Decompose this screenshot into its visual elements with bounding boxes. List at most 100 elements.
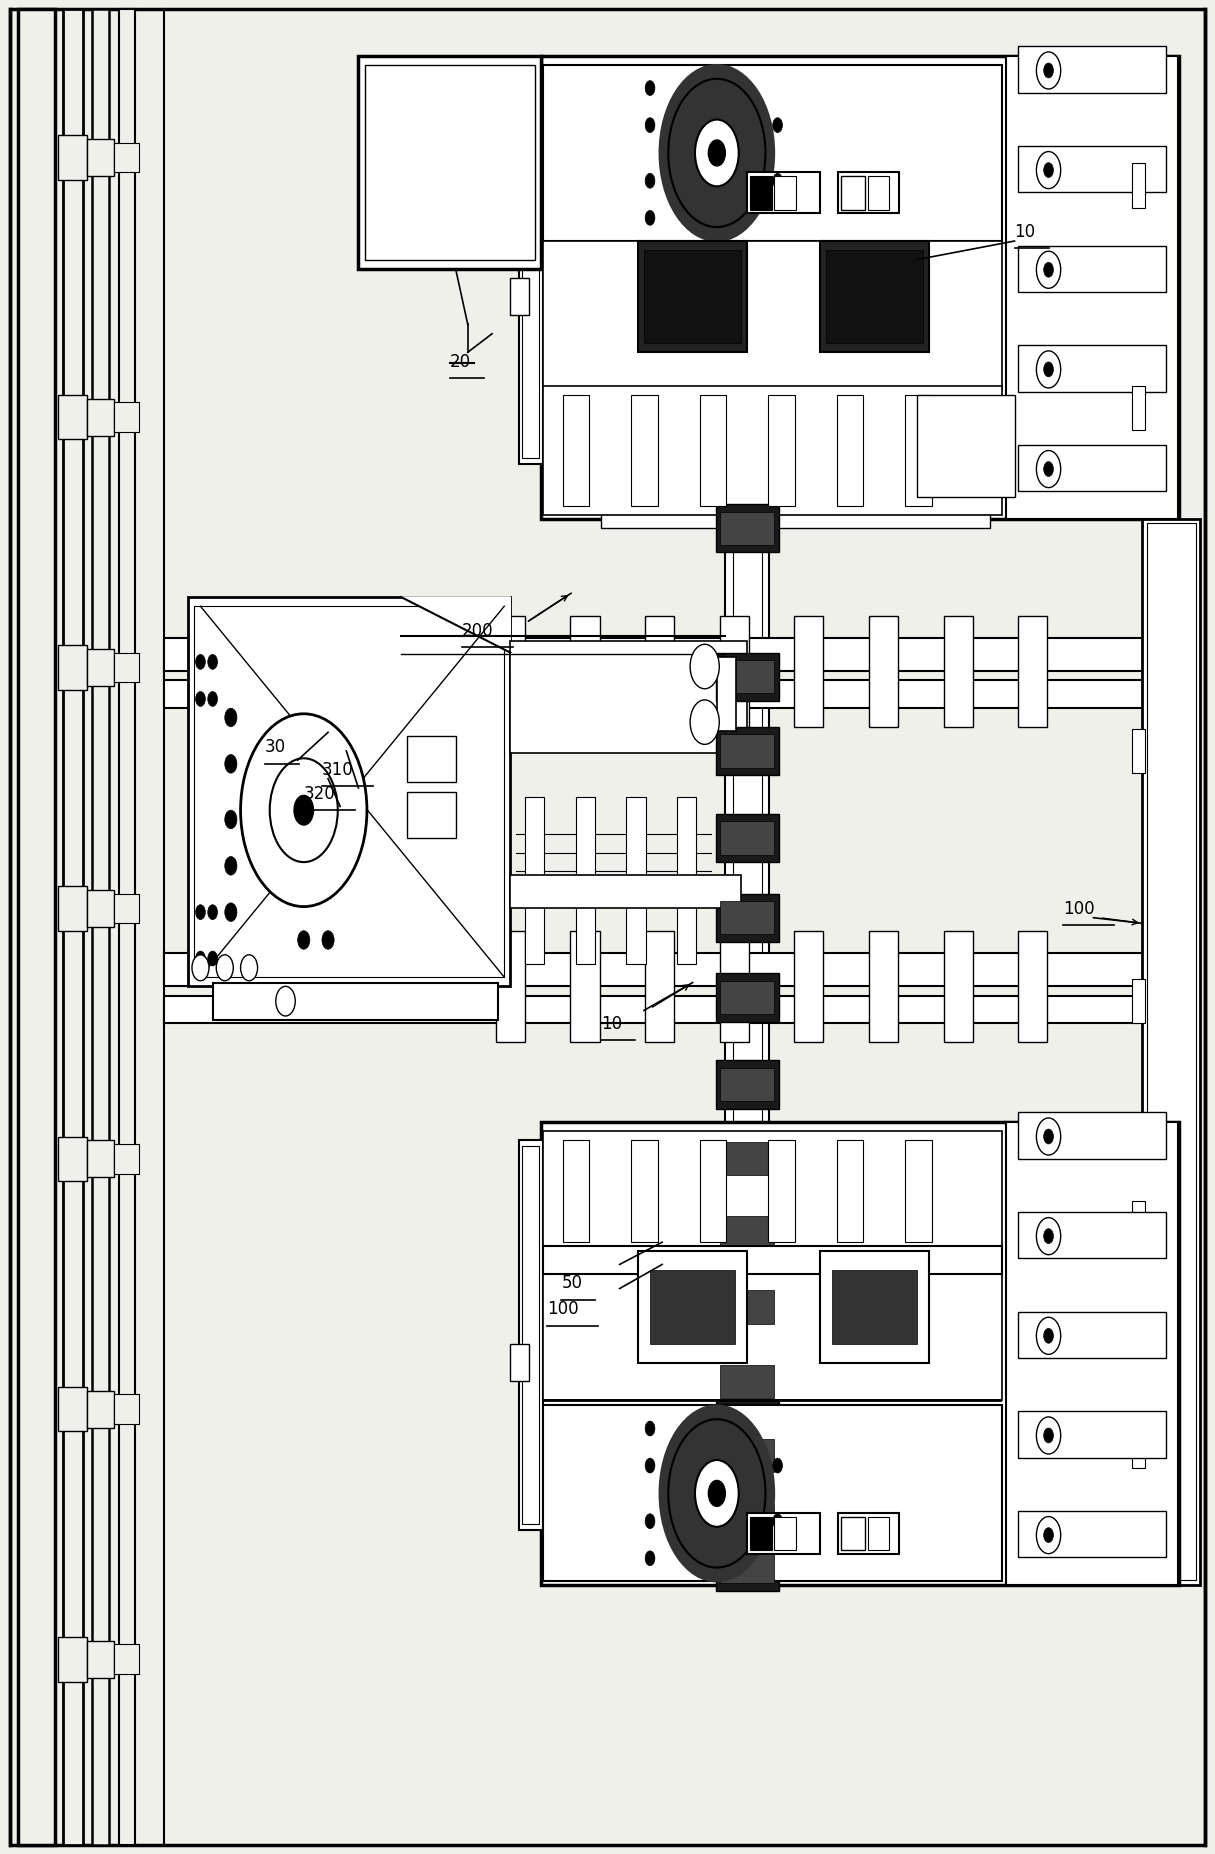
Text: 100: 100 [1063, 899, 1095, 918]
Bar [407, 736, 456, 782]
Bar [720, 1142, 774, 1175]
Circle shape [1036, 52, 1061, 89]
Circle shape [294, 795, 313, 825]
Bar [747, 172, 820, 213]
Circle shape [1044, 163, 1053, 178]
Circle shape [208, 654, 217, 669]
Circle shape [216, 955, 233, 981]
Circle shape [241, 714, 367, 907]
Bar [164, 996, 1185, 1023]
Bar [541, 1122, 1179, 1585]
Bar [725, 519, 769, 1585]
Bar [869, 616, 898, 727]
Circle shape [695, 1461, 739, 1528]
Bar [496, 616, 525, 727]
Bar [1132, 386, 1145, 430]
Circle shape [645, 82, 655, 96]
Bar [677, 797, 696, 964]
Circle shape [645, 211, 655, 226]
Bar [719, 616, 748, 727]
Bar [114, 1394, 139, 1424]
Bar [747, 1513, 820, 1554]
Bar [720, 1216, 774, 1250]
Bar [114, 1144, 139, 1174]
Text: 30: 30 [265, 738, 286, 756]
Bar [358, 56, 541, 269]
Circle shape [276, 986, 295, 1016]
Bar [543, 241, 1002, 389]
Circle shape [773, 1457, 782, 1472]
Circle shape [1036, 350, 1061, 387]
Circle shape [708, 1479, 725, 1505]
Bar [719, 931, 748, 1042]
Bar [570, 616, 599, 727]
Bar [716, 814, 779, 862]
Circle shape [645, 1513, 655, 1528]
Circle shape [1044, 1129, 1053, 1144]
Bar [645, 616, 674, 727]
Bar [92, 9, 109, 1845]
Bar [87, 890, 114, 927]
Bar [795, 931, 824, 1042]
Bar [87, 399, 114, 436]
Bar [820, 1251, 929, 1363]
Bar [519, 74, 543, 464]
Bar [700, 1140, 727, 1242]
Bar [114, 653, 139, 682]
Bar [716, 1283, 779, 1331]
Bar [750, 176, 772, 210]
Circle shape [270, 758, 338, 862]
Bar [716, 894, 779, 942]
Bar [716, 1135, 779, 1183]
Bar [1018, 46, 1166, 93]
Circle shape [1044, 1327, 1053, 1342]
Circle shape [690, 699, 719, 743]
Bar [510, 1344, 529, 1381]
Bar [87, 1641, 114, 1678]
Bar [543, 1131, 1002, 1251]
Bar [1018, 146, 1166, 193]
Bar [720, 660, 774, 693]
Bar [720, 1550, 774, 1583]
Bar [510, 278, 529, 315]
Bar [720, 1290, 774, 1324]
Bar [114, 894, 139, 923]
Circle shape [1036, 1118, 1061, 1155]
Bar [1006, 1122, 1179, 1585]
Bar [1018, 245, 1166, 291]
Bar [519, 1140, 543, 1530]
Bar [522, 80, 539, 458]
Bar [119, 9, 135, 1845]
Circle shape [1044, 1428, 1053, 1442]
Bar [364, 65, 535, 260]
Bar [1132, 979, 1145, 1023]
Bar [87, 1390, 114, 1428]
Bar [631, 395, 657, 506]
Circle shape [225, 708, 237, 727]
Circle shape [298, 931, 310, 949]
Bar [720, 1439, 774, 1472]
Circle shape [196, 692, 205, 706]
Bar [87, 649, 114, 686]
Circle shape [1044, 263, 1053, 276]
Bar [905, 1140, 932, 1242]
Bar [543, 1246, 1002, 1274]
Circle shape [1036, 250, 1061, 287]
Bar [700, 395, 727, 506]
Bar [58, 645, 87, 690]
Bar [407, 792, 456, 838]
Bar [522, 1146, 539, 1524]
Bar [716, 973, 779, 1022]
Circle shape [1044, 1229, 1053, 1244]
Bar [114, 143, 139, 172]
Bar [868, 176, 889, 210]
Circle shape [241, 955, 258, 981]
Text: 100: 100 [547, 1300, 578, 1318]
Bar [768, 395, 795, 506]
Bar [720, 901, 774, 934]
Text: 310: 310 [322, 760, 354, 779]
Circle shape [690, 645, 719, 690]
Bar [832, 1270, 917, 1344]
Bar [543, 1251, 1002, 1400]
Circle shape [196, 905, 205, 920]
